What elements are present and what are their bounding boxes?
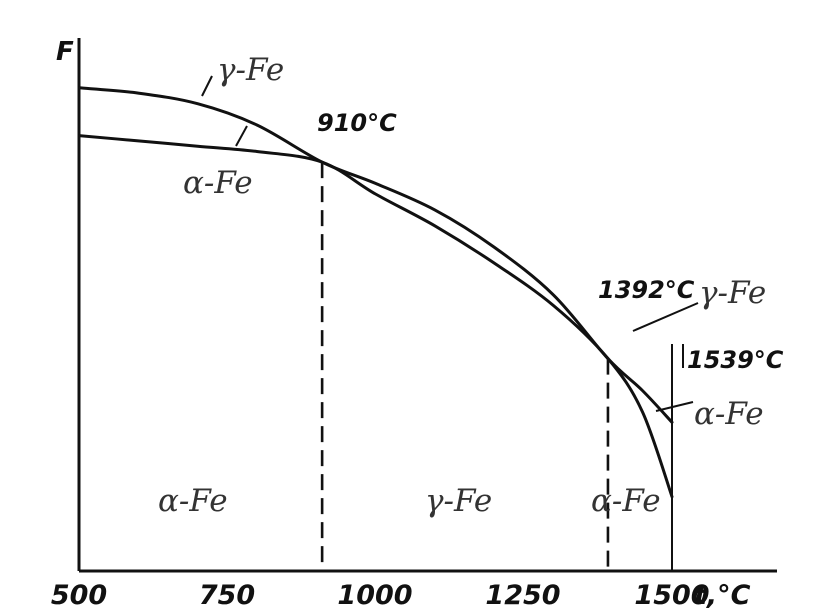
label-910c: 910°C bbox=[317, 109, 397, 137]
alpha-fe-leader-right bbox=[655, 401, 694, 412]
phase-region-alpha-low: α-Fe bbox=[158, 483, 228, 519]
x-tick-label: 750 bbox=[199, 580, 255, 611]
x-tick-labels: 500 750 1000 1250 1500 bbox=[51, 580, 710, 611]
phase-region-alpha-high: α-Fe bbox=[591, 483, 661, 519]
alpha-fe-curve bbox=[77, 134, 674, 499]
x-tick-label: 1250 bbox=[485, 580, 560, 611]
phase-region-gamma: γ-Fe bbox=[425, 483, 492, 519]
x-axis-label: t,°C bbox=[694, 580, 751, 611]
x-tick-label: 1000 bbox=[337, 580, 412, 611]
x-tick-label: 500 bbox=[51, 580, 107, 611]
gamma-fe-curve bbox=[77, 86, 674, 424]
gamma-fe-leader-right bbox=[632, 302, 699, 332]
alpha-fe-leader-left bbox=[235, 125, 248, 147]
alpha-fe-label-left: α-Fe bbox=[183, 165, 253, 201]
gamma-fe-label-top: γ-Fe bbox=[217, 52, 284, 88]
gamma-fe-label-right: γ-Fe bbox=[699, 275, 766, 311]
x-tick-label: 1500 bbox=[634, 580, 709, 611]
label-1392c: 1392°C bbox=[598, 276, 695, 304]
gamma-fe-leader-top bbox=[201, 75, 213, 97]
y-axis-label: F bbox=[56, 37, 74, 67]
label-1539c: 1539°C bbox=[687, 346, 784, 374]
alpha-fe-label-right: α-Fe bbox=[694, 396, 764, 432]
